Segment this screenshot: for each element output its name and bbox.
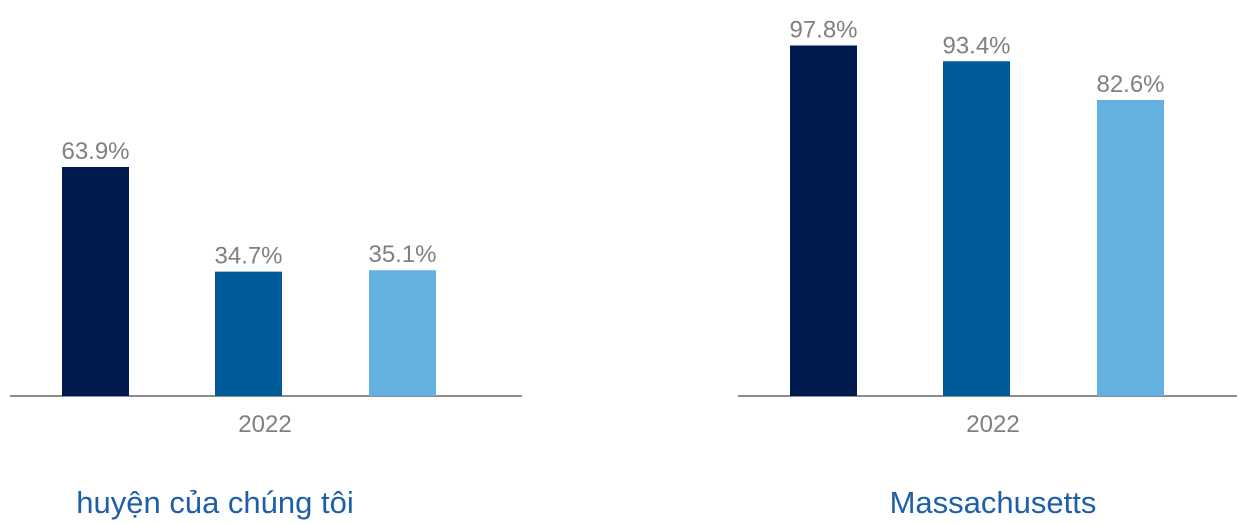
bar-series-3: [1097, 99, 1164, 397]
data-label-series-1: 63.9%: [61, 138, 129, 165]
data-label-series-3: 35.1%: [368, 241, 436, 268]
chart-district: 63.9% 34.7% 35.1% 2022: [10, 138, 522, 438]
x-tick-label: 2022: [966, 411, 1019, 438]
bar-series-2: [943, 61, 1010, 396]
bar-series-1: [62, 166, 129, 396]
data-label-series-1: 97.8%: [789, 17, 857, 44]
chart-panel-massachusetts: 97.8% 93.4% 82.6% 2022 Massachusetts: [728, 0, 1245, 524]
chart-massachusetts: 97.8% 93.4% 82.6% 2022: [738, 17, 1237, 438]
bar-series-2: [215, 271, 282, 396]
bar-series-1: [790, 45, 857, 396]
chart-caption-district: huyện của chúng tôi: [76, 485, 354, 520]
chart-panel-district: 63.9% 34.7% 35.1% 2022 huyện của chúng tôi: [0, 0, 540, 524]
x-tick-label: 2022: [238, 411, 291, 438]
data-label-series-2: 93.4%: [942, 32, 1010, 59]
data-label-series-2: 34.7%: [214, 243, 282, 270]
chart-caption-massachusetts: Massachusetts: [889, 485, 1097, 520]
bar-series-3: [369, 270, 436, 396]
data-label-series-3: 82.6%: [1096, 71, 1164, 98]
